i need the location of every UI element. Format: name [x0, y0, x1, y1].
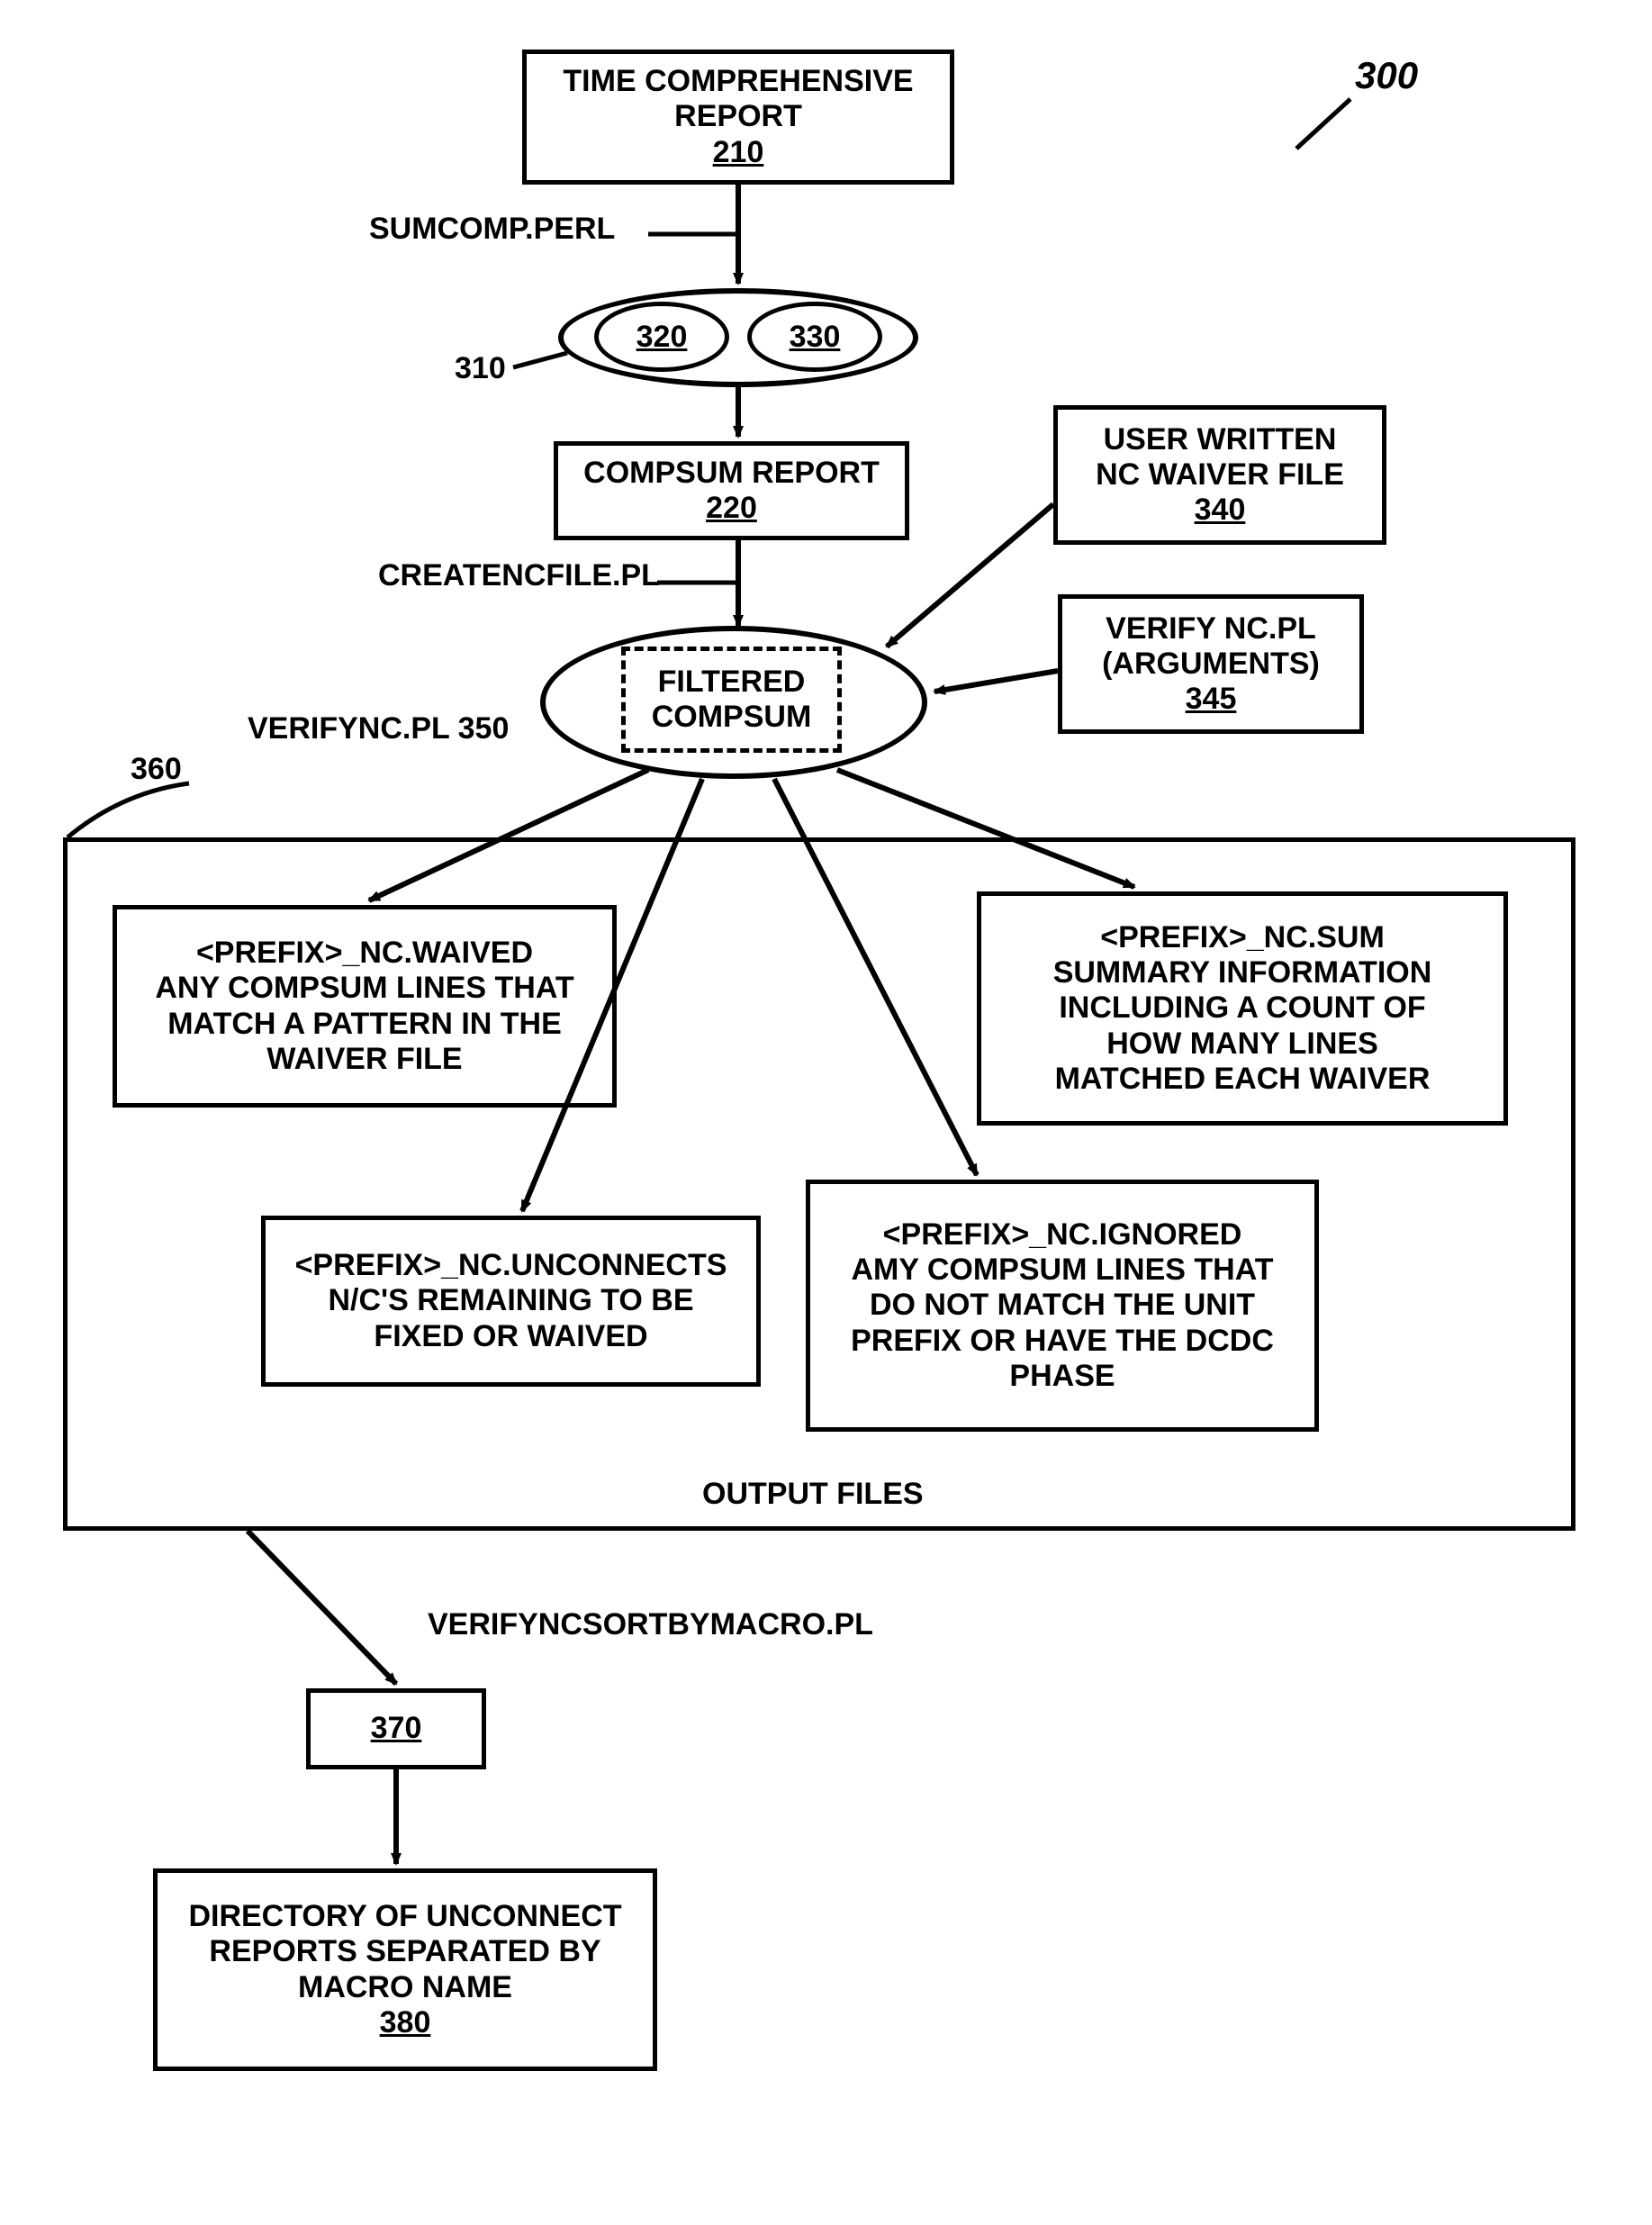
text-line: HOW MANY LINES [1106, 1027, 1378, 1062]
text-line: MACRO NAME [298, 1970, 512, 2005]
label-output-files: OUTPUT FILES [702, 1477, 924, 1512]
text-line: TIME COMPREHENSIVE [563, 64, 913, 99]
text-line: <PREFIX>_NC.IGNORED [883, 1217, 1242, 1253]
text-line: DIRECTORY OF UNCONNECT [188, 1899, 621, 1934]
box-nc-waived: <PREFIX>_NC.WAIVED ANY COMPSUM LINES THA… [113, 905, 617, 1108]
text-line: VERIFY NC.PL [1106, 611, 1316, 647]
box-verify-args: VERIFY NC.PL (ARGUMENTS) 345 [1058, 594, 1364, 734]
figure-ref-300: 300 [1355, 54, 1418, 97]
box-nc-sum: <PREFIX>_NC.SUM SUMMARY INFORMATION INCL… [977, 891, 1508, 1126]
text-line: USER WRITTEN [1104, 422, 1337, 457]
ref-330: 330 [790, 320, 841, 355]
label-verifync: VERIFYNC.PL 350 [248, 711, 509, 746]
ellipse-320: 320 [594, 302, 729, 372]
text-line: WAIVER FILE [266, 1042, 462, 1077]
label-sumcomp: SUMCOMP.PERL [369, 212, 615, 247]
ref-220: 220 [706, 491, 757, 526]
label-360: 360 [131, 752, 182, 787]
text-line: COMPSUM REPORT [583, 456, 880, 491]
ref-210: 210 [713, 135, 764, 170]
diagram-canvas: 300 TIME COMPREHENSIVE REPORT 210 SUMCOM… [0, 0, 1652, 2225]
box-directory: DIRECTORY OF UNCONNECT REPORTS SEPARATED… [153, 1868, 657, 2071]
box-370: 370 [306, 1688, 486, 1769]
text-line: <PREFIX>_NC.SUM [1100, 920, 1385, 955]
ref-370: 370 [371, 1711, 422, 1746]
text-line: AMY COMPSUM LINES THAT [851, 1253, 1273, 1288]
text-line: N/C'S REMAINING TO BE [328, 1283, 693, 1318]
box-compsum-report: COMPSUM REPORT 220 [554, 441, 909, 540]
text-line: MATCH A PATTERN IN THE [167, 1007, 562, 1042]
text-line: ANY COMPSUM LINES THAT [155, 971, 573, 1006]
text-line: REPORT [674, 99, 802, 134]
text-line: SUMMARY INFORMATION [1053, 955, 1432, 990]
text-line: FIXED OR WAIVED [374, 1319, 647, 1354]
label-createncfile: CREATENCFILE.PL [378, 558, 660, 593]
text-line: FILTERED [658, 665, 806, 700]
text-line: COMPSUM [652, 700, 812, 735]
text-line: (ARGUMENTS) [1102, 647, 1320, 682]
ref-380: 380 [380, 2005, 431, 2040]
text-line: INCLUDING A COUNT OF [1059, 990, 1425, 1026]
ref-320: 320 [636, 320, 688, 355]
box-filtered-compsum: FILTERED COMPSUM [621, 647, 842, 753]
ref-345: 345 [1186, 682, 1237, 717]
label-310: 310 [455, 351, 506, 386]
text-line: NC WAIVER FILE [1096, 457, 1344, 493]
box-nc-ignored: <PREFIX>_NC.IGNORED AMY COMPSUM LINES TH… [806, 1180, 1319, 1432]
box-nc-unconnects: <PREFIX>_NC.UNCONNECTS N/C'S REMAINING T… [261, 1216, 761, 1387]
box-user-waiver: USER WRITTEN NC WAIVER FILE 340 [1053, 405, 1386, 545]
text-line: PHASE [1009, 1359, 1115, 1394]
text-line: DO NOT MATCH THE UNIT [870, 1288, 1255, 1323]
ellipse-330: 330 [747, 302, 882, 372]
label-verifyncsort: VERIFYNCSORTBYMACRO.PL [428, 1607, 873, 1642]
box-time-report: TIME COMPREHENSIVE REPORT 210 [522, 50, 954, 185]
ref-340: 340 [1195, 493, 1246, 528]
text-line: <PREFIX>_NC.WAIVED [196, 936, 533, 971]
text-line: PREFIX OR HAVE THE DCDC [851, 1324, 1274, 1359]
text-line: <PREFIX>_NC.UNCONNECTS [295, 1248, 727, 1283]
text-line: MATCHED EACH WAIVER [1055, 1062, 1431, 1097]
text-line: REPORTS SEPARATED BY [209, 1934, 600, 1969]
